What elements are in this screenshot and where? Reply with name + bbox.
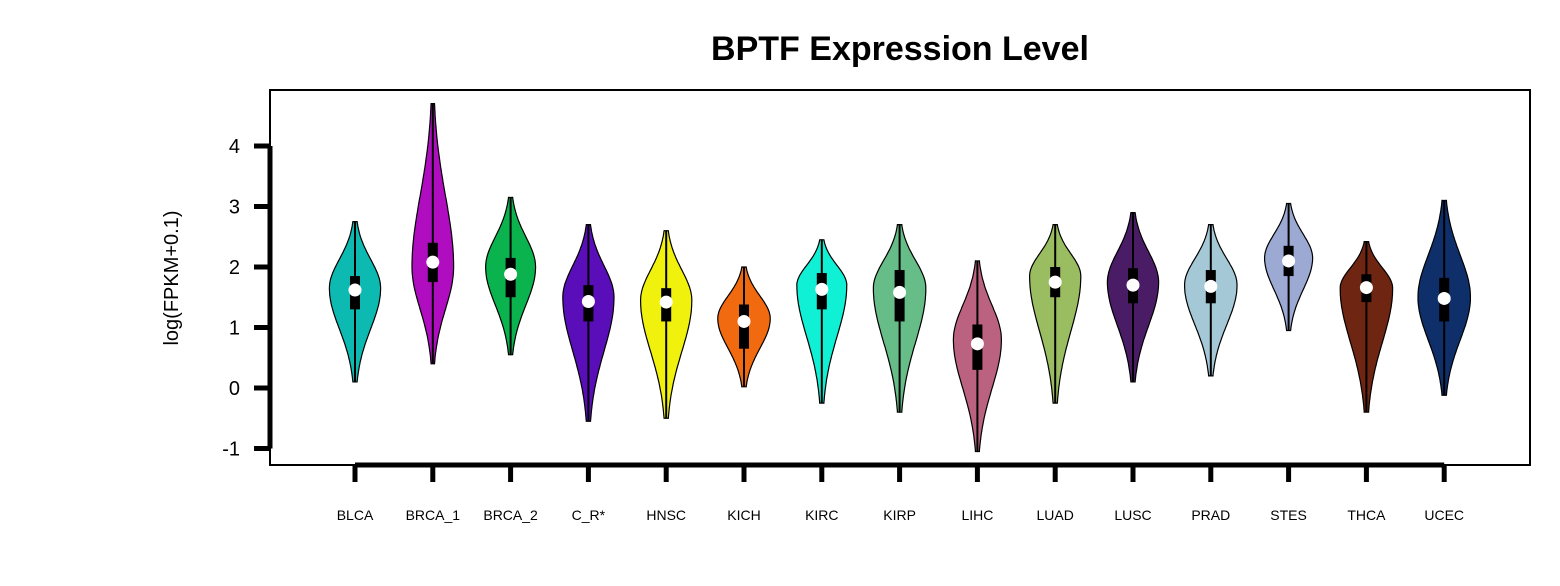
- y-tick-label: 2: [229, 257, 240, 279]
- violin-median-point: [815, 282, 829, 296]
- violin-luad: [1029, 223, 1082, 404]
- violin-median-point: [1437, 291, 1451, 305]
- violin-kirp: [872, 223, 927, 413]
- violin-hnsc: [640, 230, 693, 419]
- violin-median-point: [581, 294, 595, 308]
- violin-median-point: [893, 285, 907, 299]
- violin-median-point: [504, 267, 518, 281]
- x-tick-label: C_R*: [572, 507, 606, 523]
- x-tick-label: BRCA_2: [483, 507, 538, 523]
- violin-thca: [1339, 240, 1394, 413]
- violin-median-point: [737, 314, 751, 328]
- violin-prad: [1184, 223, 1238, 377]
- x-tick-label: LUAD: [1037, 507, 1074, 523]
- violin-kich: [717, 266, 771, 388]
- x-tick-label: THCA: [1347, 507, 1386, 523]
- violin-median-point: [970, 337, 984, 351]
- violin-median-point: [1359, 281, 1373, 295]
- y-tick-label: -1: [222, 439, 240, 461]
- x-tick-label: KICH: [727, 507, 760, 523]
- violin-median-point: [426, 255, 440, 269]
- x-tick-label: BLCA: [337, 507, 374, 523]
- violins: [328, 102, 1471, 453]
- violin-kirc: [796, 239, 848, 404]
- y-axis-label: log(FPKM+0.1): [161, 210, 183, 345]
- x-tick-label: HNSC: [646, 507, 686, 523]
- y-axis: -1 0 1 2 3 4: [222, 136, 273, 461]
- x-tick-label: KIRP: [883, 507, 916, 523]
- x-axis: BLCA BRCA_1 BRCA_2 C_R* HNSC KICH KIRC KIRP LIHC…: [337, 462, 1464, 523]
- violin-median-point: [1048, 275, 1062, 289]
- violin-lihc: [952, 260, 1002, 453]
- x-tick-label: LUSC: [1114, 507, 1151, 523]
- x-tick-label: UCEC: [1424, 507, 1464, 523]
- x-tick-label: BRCA_1: [406, 507, 461, 523]
- violin-brca-1: [411, 102, 455, 365]
- y-tick-label: 0: [229, 378, 240, 400]
- violin-brca-2: [484, 196, 537, 356]
- x-tick-label: KIRC: [805, 507, 838, 523]
- x-tick-label: STES: [1270, 507, 1307, 523]
- violin-stes: [1264, 202, 1314, 332]
- x-tick-label: LIHC: [961, 507, 993, 523]
- violin-median-point: [1282, 254, 1296, 268]
- violin-median-point: [1204, 279, 1218, 293]
- y-tick-label: 1: [229, 318, 240, 340]
- chart-title: BPTF Expression Level: [711, 30, 1089, 68]
- violin-median-point: [348, 283, 362, 297]
- y-tick-label: 3: [229, 197, 240, 219]
- violin-lusc: [1106, 211, 1160, 383]
- violin-ucec: [1417, 199, 1471, 396]
- y-tick-label: 4: [229, 136, 240, 158]
- violin-median-point: [659, 295, 673, 309]
- x-tick-label: PRAD: [1191, 507, 1230, 523]
- violin-median-point: [1126, 278, 1140, 292]
- violin-c-r-: [562, 223, 615, 422]
- violin-blca: [328, 220, 382, 383]
